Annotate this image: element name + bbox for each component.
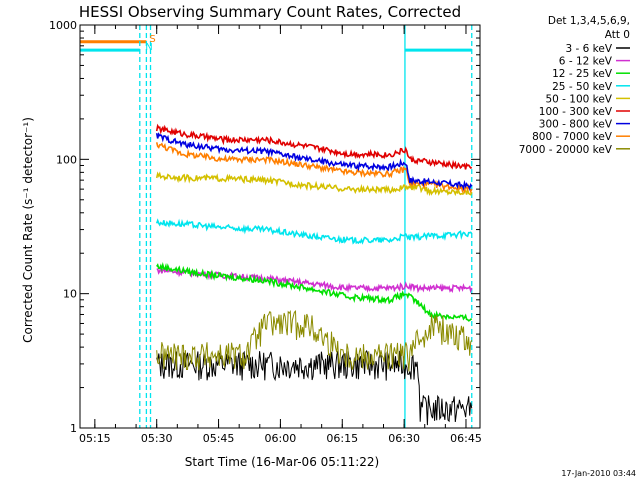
legend-header-line-1: Det 1,3,4,5,6,9, bbox=[548, 15, 630, 27]
series-line-7 bbox=[155, 132, 473, 191]
x-tick-label-1: 05:30 bbox=[141, 432, 173, 445]
legend-label-4: 25 - 50 keV bbox=[552, 81, 613, 93]
series-line-4 bbox=[155, 218, 473, 245]
series-line-8 bbox=[155, 142, 473, 194]
legend-header-line-2: Att 0 bbox=[605, 29, 630, 41]
y-tick-label-3: 1000 bbox=[49, 19, 77, 32]
x-tick-label-3: 06:00 bbox=[265, 432, 297, 445]
axes: 1 10 100 1000 05:15 05:30 05:45 06:00 06:15 06:30… bbox=[49, 19, 482, 445]
series-line-9 bbox=[156, 309, 473, 372]
legend-label-5: 50 - 100 keV bbox=[545, 93, 612, 105]
legend-label-7: 300 - 800 keV bbox=[539, 119, 613, 131]
footer-timestamp: 17-Jan-2010 03:44 bbox=[561, 469, 636, 478]
legend-label-9: 7000 - 20000 keV bbox=[519, 144, 613, 156]
x-tick-label-4: 06:15 bbox=[326, 432, 358, 445]
legend-label-1: 3 - 6 keV bbox=[565, 43, 612, 55]
series-line-6 bbox=[155, 123, 473, 170]
marker-n: N bbox=[145, 42, 152, 53]
series-line-1 bbox=[156, 349, 473, 426]
y-tick-label-1: 10 bbox=[63, 288, 77, 301]
y-tick-label-2: 100 bbox=[56, 153, 77, 166]
legend-label-3: 12 - 25 keV bbox=[552, 68, 613, 80]
marker-s: S bbox=[149, 34, 155, 45]
series-line-2 bbox=[156, 264, 473, 294]
y-tick-label-0: 1 bbox=[70, 422, 77, 435]
plot-area: SN bbox=[80, 25, 473, 428]
x-axis-label: Start Time (16-Mar-06 05:11:22) bbox=[185, 455, 379, 469]
chart-title: HESSI Observing Summary Count Rates, Cor… bbox=[79, 3, 461, 21]
x-tick-label-5: 06:30 bbox=[388, 432, 420, 445]
legend-label-6: 100 - 300 keV bbox=[539, 106, 613, 118]
y-axis-label: Corrected Count Rate (s⁻¹ detector⁻¹) bbox=[21, 117, 35, 343]
series-line-3 bbox=[156, 261, 473, 322]
x-tick-label-2: 05:45 bbox=[203, 432, 235, 445]
legend-label-8: 800 - 7000 keV bbox=[532, 131, 613, 143]
legend-label-2: 6 - 12 keV bbox=[559, 56, 613, 68]
x-tick-label-0: 05:15 bbox=[79, 432, 111, 445]
x-tick-label-6: 06:45 bbox=[450, 432, 482, 445]
